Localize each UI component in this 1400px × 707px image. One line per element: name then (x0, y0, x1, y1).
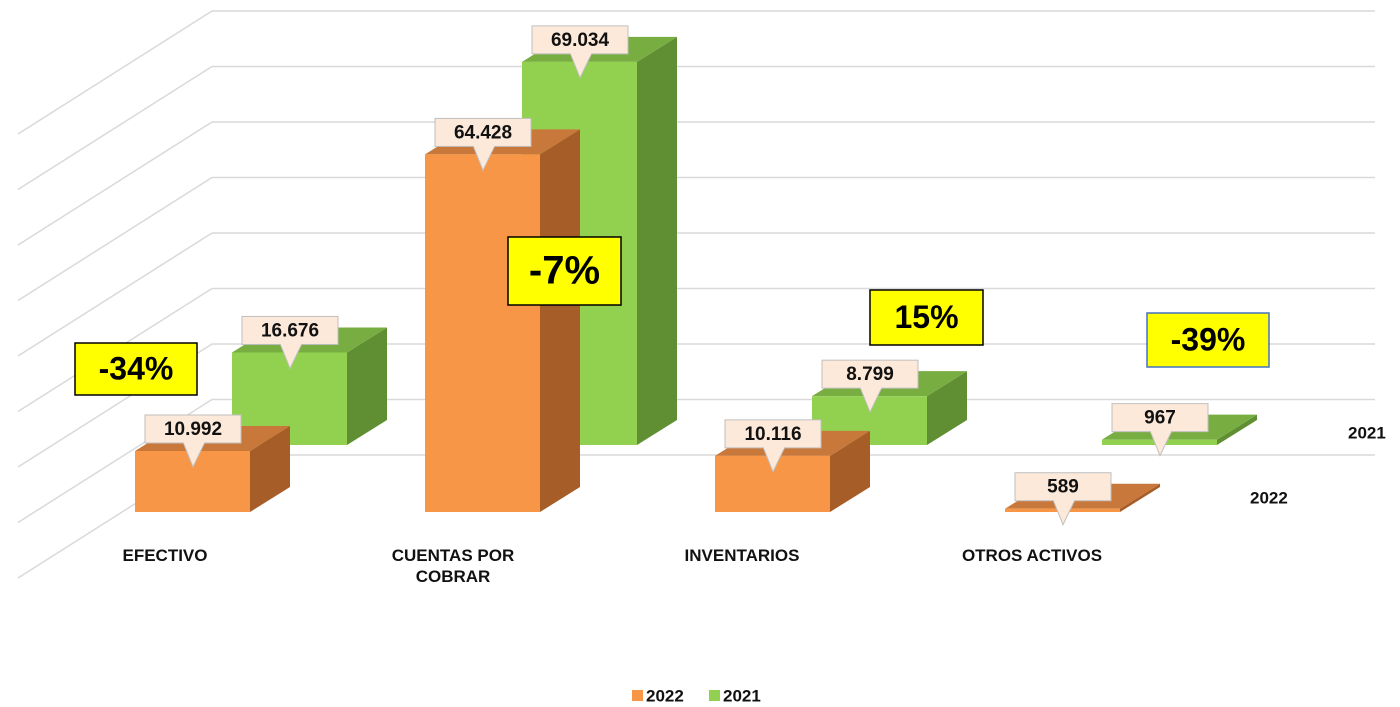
x-tick-label: CUENTAS POR COBRAR (391, 546, 515, 586)
data-label-box (821, 359, 919, 389)
annotation: -34% (99, 350, 174, 386)
legend-swatch (709, 690, 720, 701)
data-label: 967 (1144, 408, 1176, 429)
grid-line (17, 176, 213, 302)
annotation: -7% (529, 249, 600, 293)
grid-line (17, 10, 213, 135)
grid-line (17, 232, 213, 357)
annotation-box (1146, 312, 1270, 368)
data-label: 10.116 (744, 424, 801, 445)
annotation-box (74, 342, 198, 396)
bar-side (1120, 483, 1160, 512)
label-pointer (1052, 499, 1076, 526)
label-cover (184, 439, 204, 444)
legend-label: 2022 (646, 686, 684, 705)
depth-label: 2022 (1250, 488, 1288, 507)
annotation: -39% (1171, 321, 1246, 357)
label-cover (1151, 428, 1171, 433)
x-tick-label: EFECTIVO (122, 546, 208, 565)
bar-side (927, 371, 967, 445)
grid-line (17, 65, 213, 191)
label-cover (281, 341, 301, 346)
annotation-box (869, 289, 984, 346)
bar (425, 154, 540, 512)
data-label: 8.799 (846, 364, 894, 385)
bar-side (830, 430, 870, 512)
label-cover (764, 444, 784, 449)
x-tick-label: OTROS ACTIVOS (961, 546, 1103, 565)
legend-label: 2021 (723, 686, 761, 705)
data-label-box (144, 414, 242, 444)
data-label-box (1111, 403, 1209, 433)
bar-side (1217, 414, 1257, 445)
data-label-box (241, 315, 339, 345)
x-tick-label: INVENTARIOS (684, 546, 800, 565)
grid-line (17, 121, 213, 246)
data-label: 69.034 (551, 30, 610, 51)
data-label-box (724, 419, 822, 449)
annotation-box (507, 236, 622, 306)
data-label: 10.992 (164, 419, 222, 440)
label-cover (571, 50, 591, 55)
legend-swatch (632, 690, 643, 701)
depth-label: 2021 (1348, 423, 1386, 442)
label-cover (861, 385, 881, 390)
data-label: 589 (1047, 477, 1079, 498)
data-label: 16.676 (261, 320, 319, 341)
bar-side (347, 327, 387, 445)
bar-side (637, 36, 677, 446)
data-label: 64.428 (454, 122, 512, 143)
annotation: 15% (894, 299, 958, 335)
label-cover (1054, 497, 1074, 502)
data-label-box (1014, 472, 1112, 502)
data-label-box (434, 117, 532, 147)
label-cover (474, 143, 494, 148)
bar-side (250, 425, 290, 512)
bar-side (540, 129, 580, 512)
